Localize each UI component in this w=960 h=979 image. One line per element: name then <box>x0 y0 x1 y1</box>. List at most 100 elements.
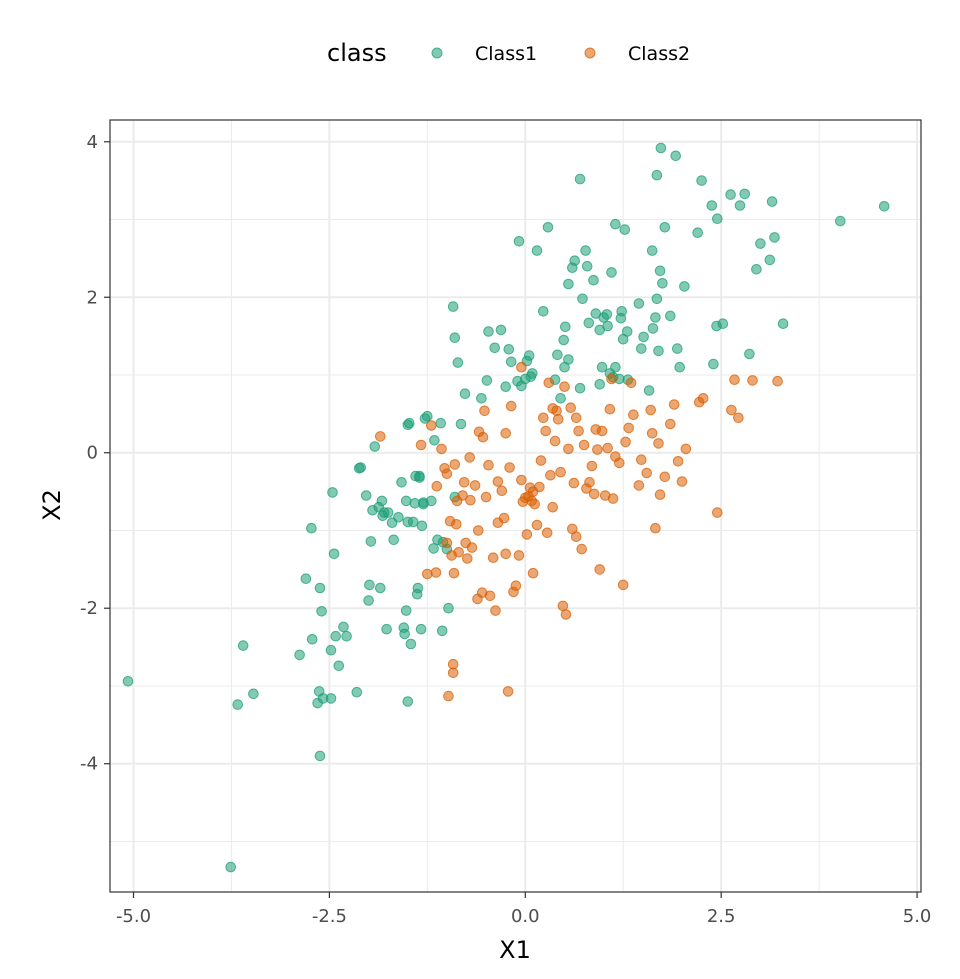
data-point-class1 <box>659 222 671 233</box>
data-point-class2 <box>659 471 671 483</box>
data-point-class2 <box>625 377 637 389</box>
data-point-class1 <box>314 750 326 762</box>
data-point-class1 <box>594 379 606 390</box>
data-point-class1 <box>558 334 570 346</box>
data-point-class2 <box>584 477 595 488</box>
data-point-class1 <box>415 623 427 635</box>
data-point-class2 <box>590 424 602 435</box>
data-point-class1 <box>616 306 628 317</box>
data-point-class2 <box>415 439 427 451</box>
data-point-class2 <box>505 400 517 412</box>
data-point-class1 <box>122 676 134 687</box>
data-point-class2 <box>547 501 559 513</box>
data-point-class1 <box>400 605 412 616</box>
data-point-class2 <box>375 431 386 442</box>
major-gridlines <box>110 120 921 892</box>
data-point-class1 <box>363 595 374 606</box>
data-point-class2 <box>747 375 758 386</box>
data-point-class2 <box>464 452 476 463</box>
data-point-class1 <box>351 686 363 698</box>
data-point-class2 <box>492 517 504 529</box>
data-point-class2 <box>543 377 555 389</box>
data-point-class1 <box>325 693 337 704</box>
data-point-class1 <box>670 150 682 162</box>
data-point-class2 <box>451 519 462 530</box>
data-point-class1 <box>665 310 676 322</box>
data-point-class1 <box>407 516 419 528</box>
y-axis: -4 -2 0 2 4 <box>80 132 110 775</box>
data-point-class1 <box>435 417 447 429</box>
data-point-class1 <box>581 260 593 272</box>
data-point-class1 <box>674 361 686 373</box>
data-point-class1 <box>835 215 846 227</box>
data-point-class1 <box>777 318 789 330</box>
data-point-class1 <box>588 274 599 286</box>
data-point-class1 <box>531 245 543 256</box>
y-tick-label: 2 <box>87 287 98 308</box>
data-point-class2 <box>453 547 465 558</box>
y-tick-label: 0 <box>87 443 98 464</box>
data-point-class1 <box>563 354 574 365</box>
data-point-class1 <box>563 278 574 290</box>
data-points <box>122 142 890 873</box>
data-point-class1 <box>505 356 517 368</box>
data-point-class1 <box>405 638 417 650</box>
data-point-class2 <box>729 374 740 386</box>
data-point-class1 <box>414 472 425 483</box>
data-point-class1 <box>696 175 707 186</box>
data-point-class1 <box>764 254 776 266</box>
data-point-class1 <box>650 312 661 323</box>
data-point-class2 <box>646 428 658 439</box>
data-point-class1 <box>396 477 407 488</box>
y-tick-label: 4 <box>87 132 98 153</box>
data-point-class1 <box>734 200 746 211</box>
data-point-class1 <box>422 410 433 422</box>
data-point-class2 <box>469 480 481 491</box>
legend-title: class <box>327 39 387 67</box>
data-point-class2 <box>563 443 574 455</box>
data-point-class1 <box>375 582 386 594</box>
data-point-class2 <box>449 459 461 470</box>
data-point-class1 <box>577 293 588 305</box>
data-point-class2 <box>726 404 737 416</box>
data-point-class2 <box>441 537 453 549</box>
data-point-class2 <box>614 457 625 469</box>
data-point-class2 <box>552 414 564 425</box>
x-axis: -5.0 -2.5 0.0 2.5 5.0 <box>116 892 931 927</box>
data-point-class2 <box>676 476 688 487</box>
data-point-class1 <box>393 512 404 523</box>
data-point-class1 <box>513 236 525 247</box>
data-point-class1 <box>364 579 375 591</box>
data-point-class1 <box>382 507 394 518</box>
data-point-class1 <box>647 323 659 334</box>
x-axis-title: X1 <box>499 936 531 964</box>
data-point-class2 <box>573 425 584 437</box>
data-point-class2 <box>496 485 508 497</box>
data-point-class2 <box>551 405 562 417</box>
data-point-class1 <box>399 628 410 640</box>
data-point-class1 <box>338 621 349 633</box>
data-point-class1 <box>766 196 778 207</box>
data-point-class1 <box>412 582 424 594</box>
data-point-class1 <box>404 417 415 429</box>
data-point-class2 <box>602 442 613 454</box>
data-point-class2 <box>650 522 661 534</box>
data-point-class1 <box>306 522 317 534</box>
data-point-class1 <box>725 189 736 200</box>
data-point-class2 <box>479 405 490 417</box>
data-point-class2 <box>448 567 460 579</box>
data-point-class1 <box>455 418 467 430</box>
data-point-class1 <box>327 487 338 498</box>
legend-key-class2 <box>584 47 596 59</box>
data-point-class1 <box>574 173 586 185</box>
data-point-class2 <box>441 468 453 480</box>
data-point-class2 <box>654 489 666 501</box>
data-point-class2 <box>772 375 783 387</box>
data-point-class2 <box>570 412 582 424</box>
data-point-class1 <box>306 634 318 645</box>
data-point-class1 <box>606 267 617 278</box>
data-point-class1 <box>638 331 649 343</box>
x-tick-label: 2.5 <box>707 906 736 927</box>
data-point-class2 <box>555 466 566 478</box>
data-point-class1 <box>651 169 663 181</box>
